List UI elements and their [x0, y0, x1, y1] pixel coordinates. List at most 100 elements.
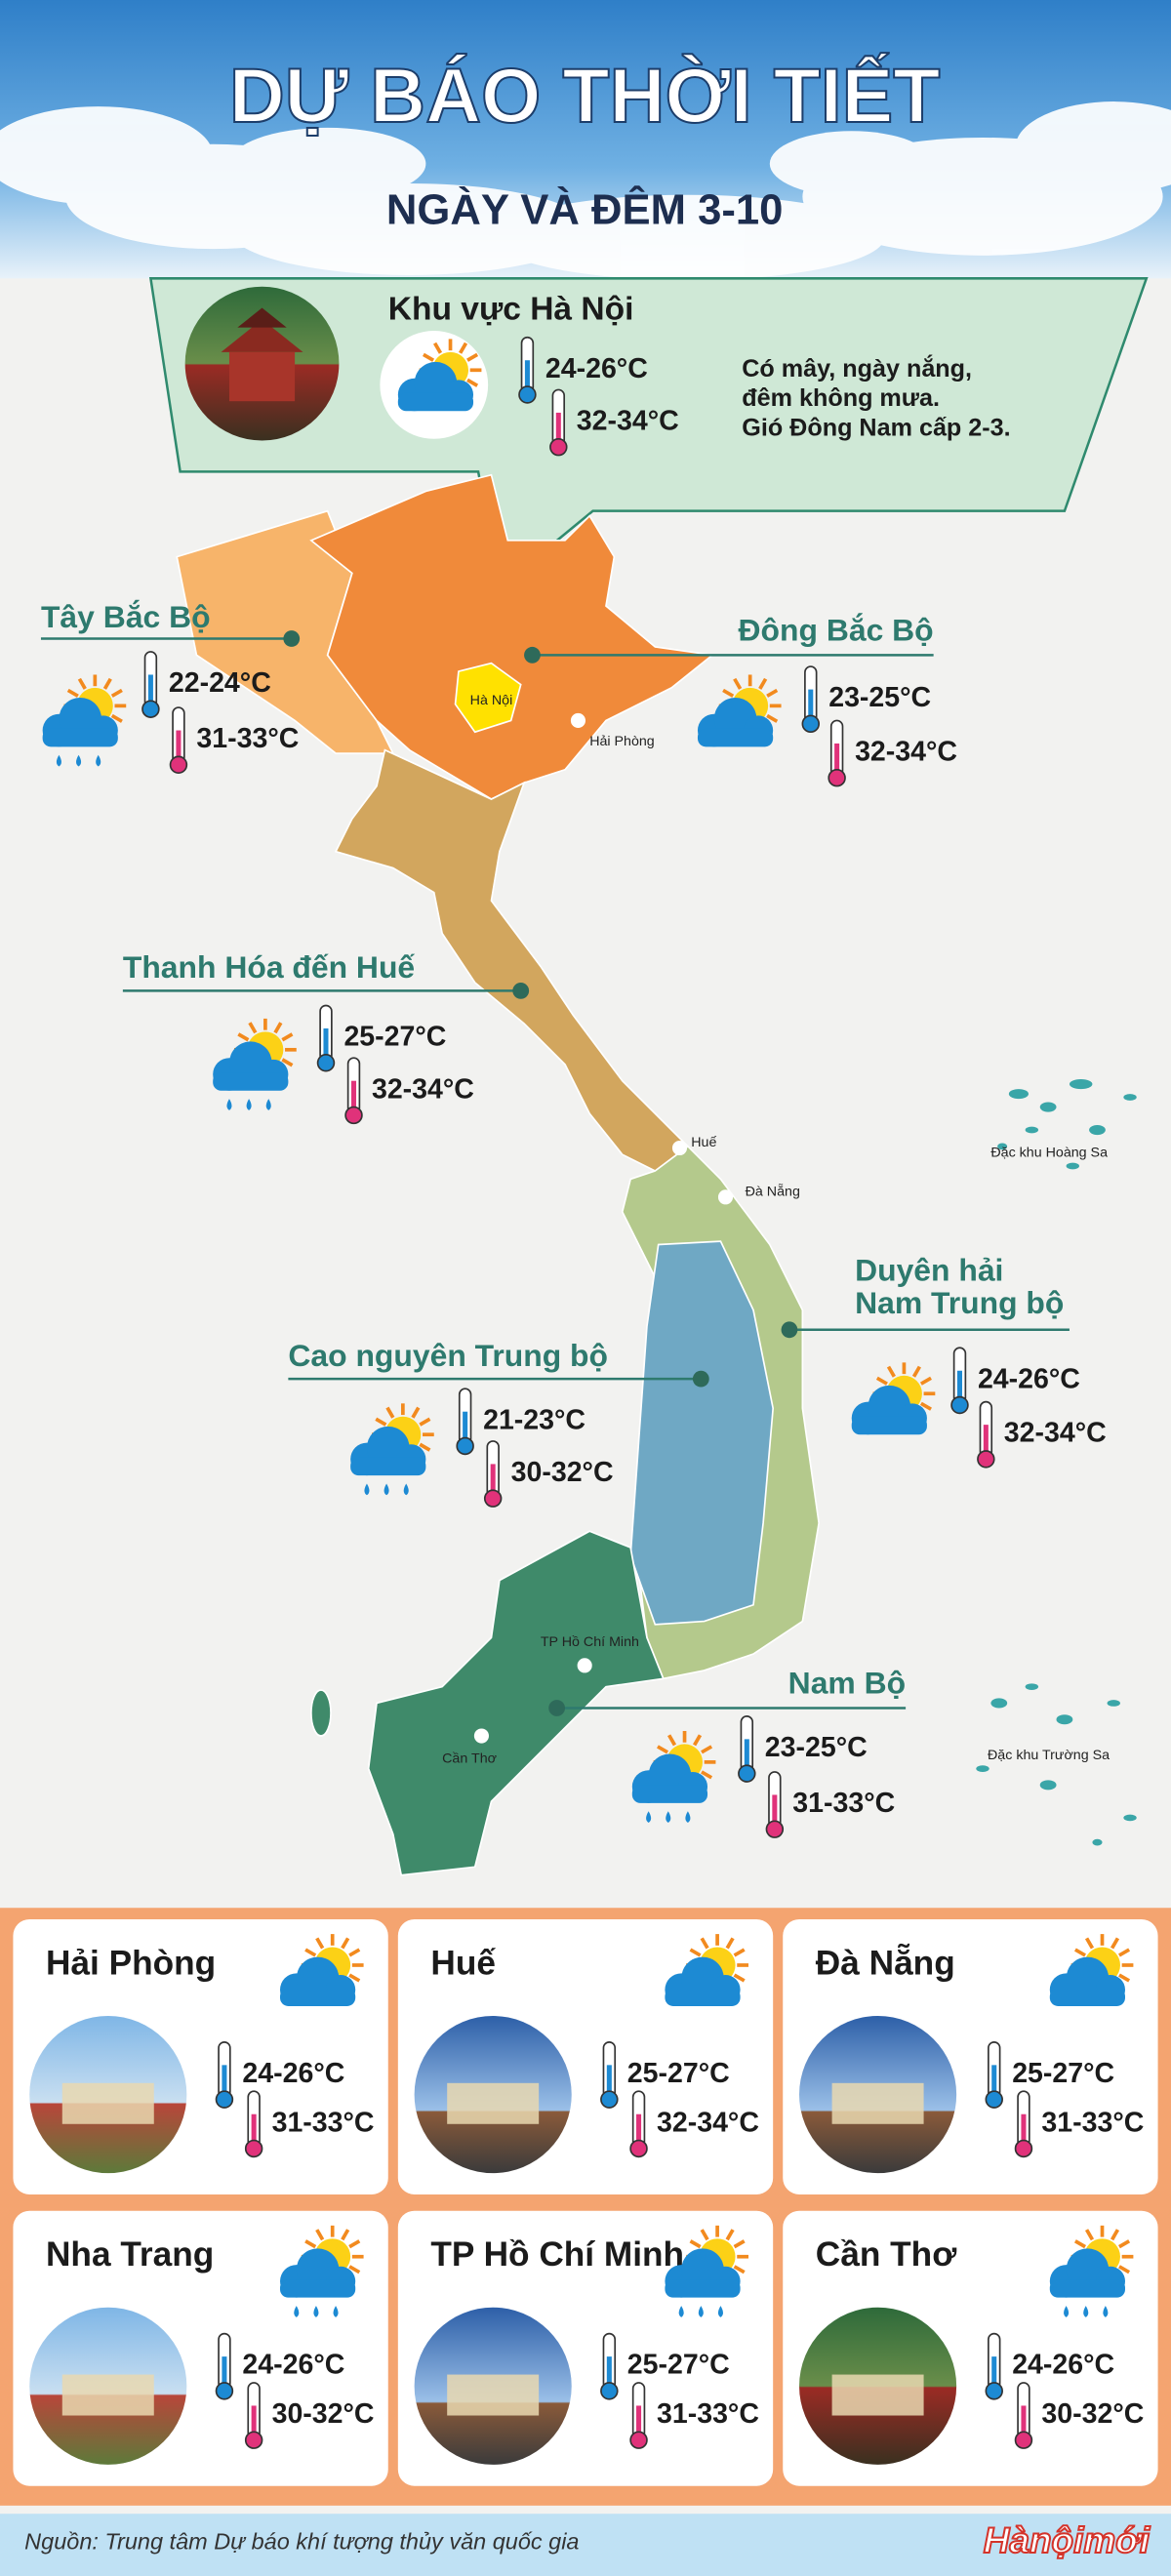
raindrop	[96, 754, 101, 767]
temp-low: 25-27°C	[627, 2350, 730, 2381]
sun-ray	[1118, 1973, 1131, 1983]
thermometer-level	[176, 730, 182, 760]
sun-ray	[248, 1022, 258, 1034]
city-dot	[473, 1728, 489, 1744]
sun-ray	[656, 1745, 669, 1754]
sun-ray	[304, 2239, 317, 2249]
thermometer-bulb	[600, 2382, 619, 2400]
sun-ray	[700, 1937, 709, 1950]
raindrop	[685, 1811, 691, 1823]
photo-building	[831, 2082, 924, 2124]
leader-dot	[283, 630, 301, 647]
weather-icon	[213, 1018, 297, 1110]
island	[310, 1689, 332, 1737]
raindrop	[1083, 2306, 1089, 2317]
sun-ray	[1118, 2265, 1131, 2274]
sun-ray	[422, 352, 435, 362]
region-name: Tây Bắc Bộ	[41, 599, 211, 634]
sun-ray	[766, 688, 779, 698]
thermometer-level	[524, 360, 530, 390]
photo-building	[61, 2082, 154, 2124]
sun-ray	[459, 342, 468, 354]
hanoi-description: Gió Đông Nam cấp 2-3.	[742, 414, 1010, 441]
thermometer-bulb	[518, 385, 537, 404]
sun-ray	[689, 2239, 702, 2249]
city-name: Đà Nẵng	[816, 1943, 955, 1982]
cloud	[1049, 1988, 1126, 2006]
thermometer-bulb	[629, 2431, 648, 2449]
weather-icon	[279, 2225, 364, 2317]
sun-ray	[725, 1937, 735, 1950]
source: Nguồn: Trung tâm Dự báo khí tượng thủy v…	[24, 2529, 579, 2555]
sun-ray	[341, 1937, 350, 1950]
sun-ray	[758, 677, 768, 690]
sun-ray	[733, 2239, 746, 2249]
hanoi-name: Khu vực Hà Nội	[388, 292, 634, 328]
raindrop	[1103, 2306, 1109, 2317]
region-name: Nam Bộ	[788, 1665, 906, 1700]
thermometer-bulb	[977, 1450, 995, 1469]
weather-icon	[279, 1934, 364, 2006]
sun-ray	[348, 1973, 361, 1983]
thermometer-level	[636, 2405, 642, 2435]
raindrop	[226, 1099, 232, 1110]
map-label: Đà Nẵng	[746, 1184, 800, 1200]
sun-ray	[700, 2229, 709, 2241]
sun-ray	[281, 1058, 294, 1067]
title: DỰ BÁO THỜI TIẾT	[229, 52, 941, 139]
thermometer-bulb	[828, 768, 846, 787]
sun-ray	[733, 2265, 746, 2274]
temp-low: 25-27°C	[343, 1022, 446, 1053]
thermometer-level	[555, 412, 561, 443]
cloud	[1049, 2279, 1126, 2298]
region-hanoi	[454, 662, 522, 734]
raindrop	[294, 2306, 300, 2317]
sun-ray	[341, 2229, 350, 2241]
sun-ray	[733, 1948, 746, 1957]
temp-high: 31-33°C	[196, 723, 299, 754]
photo-building	[831, 2374, 924, 2416]
cloud	[279, 1988, 356, 2006]
raindrop	[265, 1099, 271, 1110]
temp-low: 24-26°C	[978, 1363, 1080, 1394]
temp-high: 32-34°C	[577, 406, 679, 437]
thermometer-level	[991, 2356, 997, 2387]
sun-ray	[919, 1376, 932, 1386]
logo: Hànộimới	[984, 2520, 1151, 2560]
sun-ray	[1118, 1948, 1131, 1957]
cloud	[697, 728, 774, 747]
temp-low: 24-26°C	[242, 2350, 344, 2381]
thermometer-bulb	[316, 1054, 336, 1072]
raindrop	[384, 1483, 389, 1496]
city-name: TP Hồ Chí Minh	[430, 2235, 684, 2274]
sun-ray	[237, 1032, 250, 1042]
raindrop	[364, 1483, 370, 1496]
temp-high: 31-33°C	[792, 1788, 895, 1819]
city-dot	[671, 1140, 688, 1156]
thermometer-level	[606, 2065, 612, 2095]
temp-high: 31-33°C	[272, 2107, 375, 2138]
temp-low: 25-27°C	[1012, 2058, 1114, 2089]
sun-ray	[1118, 2239, 1131, 2249]
weather-icon	[631, 1730, 716, 1823]
raindrop	[666, 1811, 671, 1823]
sun-ray	[281, 1032, 294, 1042]
sun-ray	[1084, 1937, 1095, 1950]
sun-ray	[110, 713, 123, 723]
leader-dot	[524, 646, 541, 664]
region-name: Đông Bắc Bộ	[739, 612, 934, 647]
photo-building	[61, 2374, 154, 2416]
sun-ray	[766, 713, 779, 723]
sun-ray	[466, 378, 479, 387]
hanoi-description: đêm không mưa.	[742, 384, 940, 412]
thermometer-bulb	[549, 437, 568, 457]
thermometer-level	[744, 1739, 749, 1769]
cloud	[665, 2279, 741, 2298]
sun-ray	[348, 1948, 361, 1957]
temp-low: 25-27°C	[627, 2058, 730, 2089]
city-dot	[570, 712, 586, 729]
sun-ray	[77, 677, 87, 690]
thermometer-level	[323, 1027, 329, 1059]
